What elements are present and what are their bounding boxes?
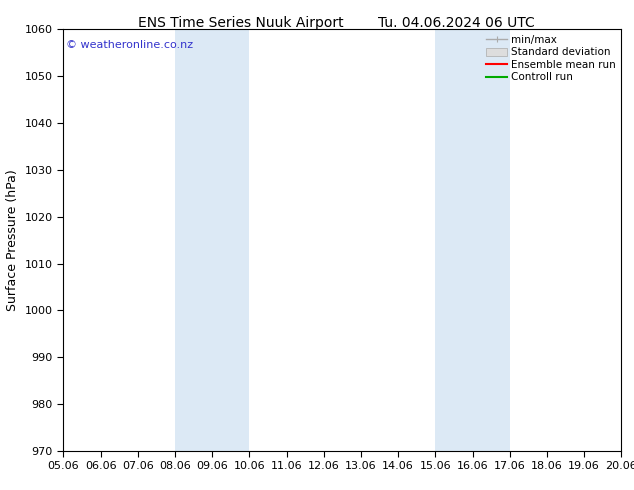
Legend: min/max, Standard deviation, Ensemble mean run, Controll run: min/max, Standard deviation, Ensemble me… [483,31,619,86]
Y-axis label: Surface Pressure (hPa): Surface Pressure (hPa) [6,169,19,311]
Text: Tu. 04.06.2024 06 UTC: Tu. 04.06.2024 06 UTC [378,16,535,30]
Text: © weatheronline.co.nz: © weatheronline.co.nz [66,40,193,50]
Bar [175,29,249,451]
Text: ENS Time Series Nuuk Airport: ENS Time Series Nuuk Airport [138,16,344,30]
Bar [436,29,510,451]
